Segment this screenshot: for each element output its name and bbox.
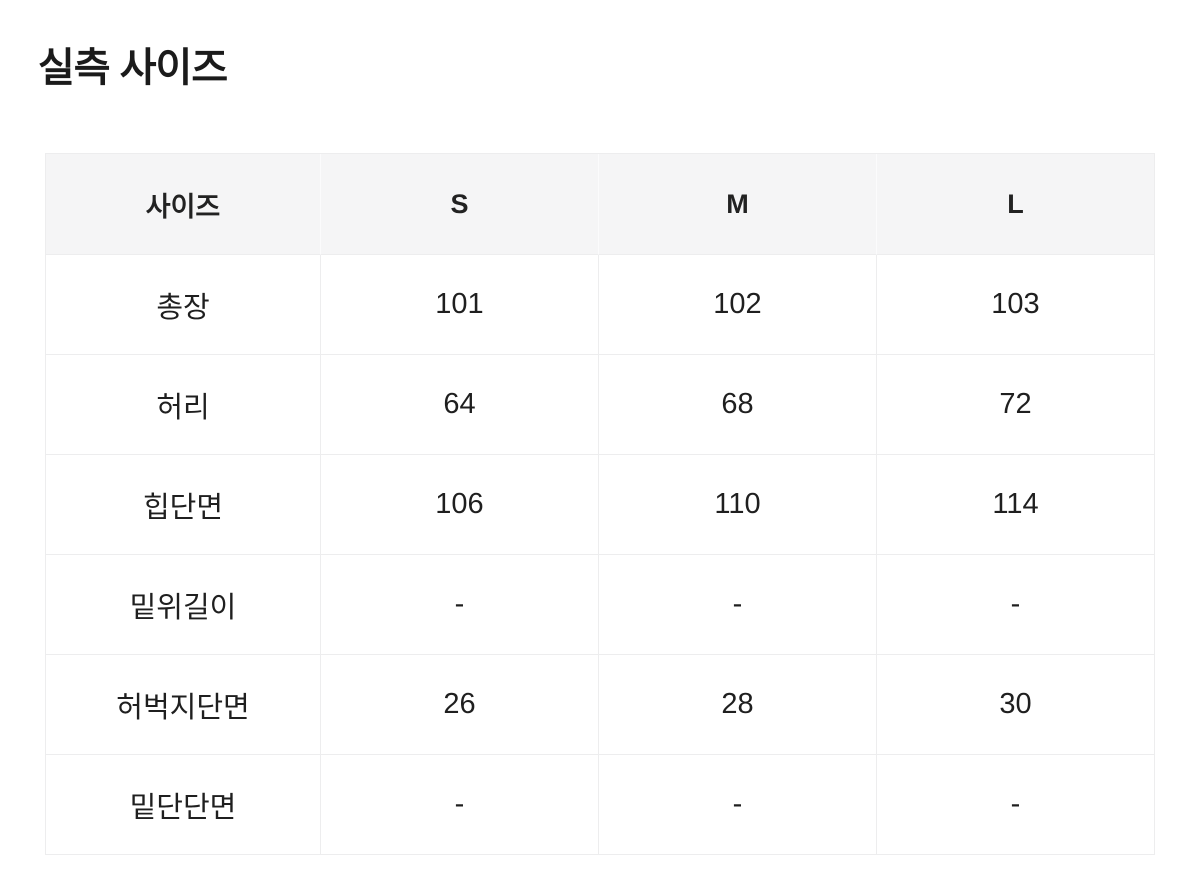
size-table: 사이즈 S M L 총장 101 102 103 허리 64 68 72 힙단면… — [45, 153, 1155, 855]
cell-value: - — [599, 555, 877, 655]
table-row-hem: 밑단단면 - - - — [46, 755, 1155, 855]
row-label: 허벅지단면 — [46, 655, 321, 755]
table-row-waist: 허리 64 68 72 — [46, 355, 1155, 455]
cell-value: 114 — [877, 455, 1155, 555]
cell-value: - — [321, 755, 599, 855]
table-row-hip: 힙단면 106 110 114 — [46, 455, 1155, 555]
row-label: 밑위길이 — [46, 555, 321, 655]
cell-value: 26 — [321, 655, 599, 755]
cell-value: 103 — [877, 255, 1155, 355]
table-header-row: 사이즈 S M L — [46, 154, 1155, 255]
cell-value: - — [321, 555, 599, 655]
row-label: 힙단면 — [46, 455, 321, 555]
cell-value: 30 — [877, 655, 1155, 755]
cell-value: 110 — [599, 455, 877, 555]
table-row-rise: 밑위길이 - - - — [46, 555, 1155, 655]
row-label: 밑단단면 — [46, 755, 321, 855]
page-title: 실측 사이즈 — [38, 46, 228, 90]
table-row-total-length: 총장 101 102 103 — [46, 255, 1155, 355]
column-header-size-l: L — [877, 154, 1155, 255]
cell-value: - — [599, 755, 877, 855]
row-label: 허리 — [46, 355, 321, 455]
cell-value: 68 — [599, 355, 877, 455]
column-header-size-label: 사이즈 — [46, 154, 321, 255]
cell-value: 102 — [599, 255, 877, 355]
cell-value: 64 — [321, 355, 599, 455]
cell-value: - — [877, 755, 1155, 855]
column-header-size-s: S — [321, 154, 599, 255]
cell-value: 101 — [321, 255, 599, 355]
cell-value: 106 — [321, 455, 599, 555]
column-header-size-m: M — [599, 154, 877, 255]
table-row-thigh: 허벅지단면 26 28 30 — [46, 655, 1155, 755]
cell-value: 28 — [599, 655, 877, 755]
cell-value: 72 — [877, 355, 1155, 455]
row-label: 총장 — [46, 255, 321, 355]
cell-value: - — [877, 555, 1155, 655]
